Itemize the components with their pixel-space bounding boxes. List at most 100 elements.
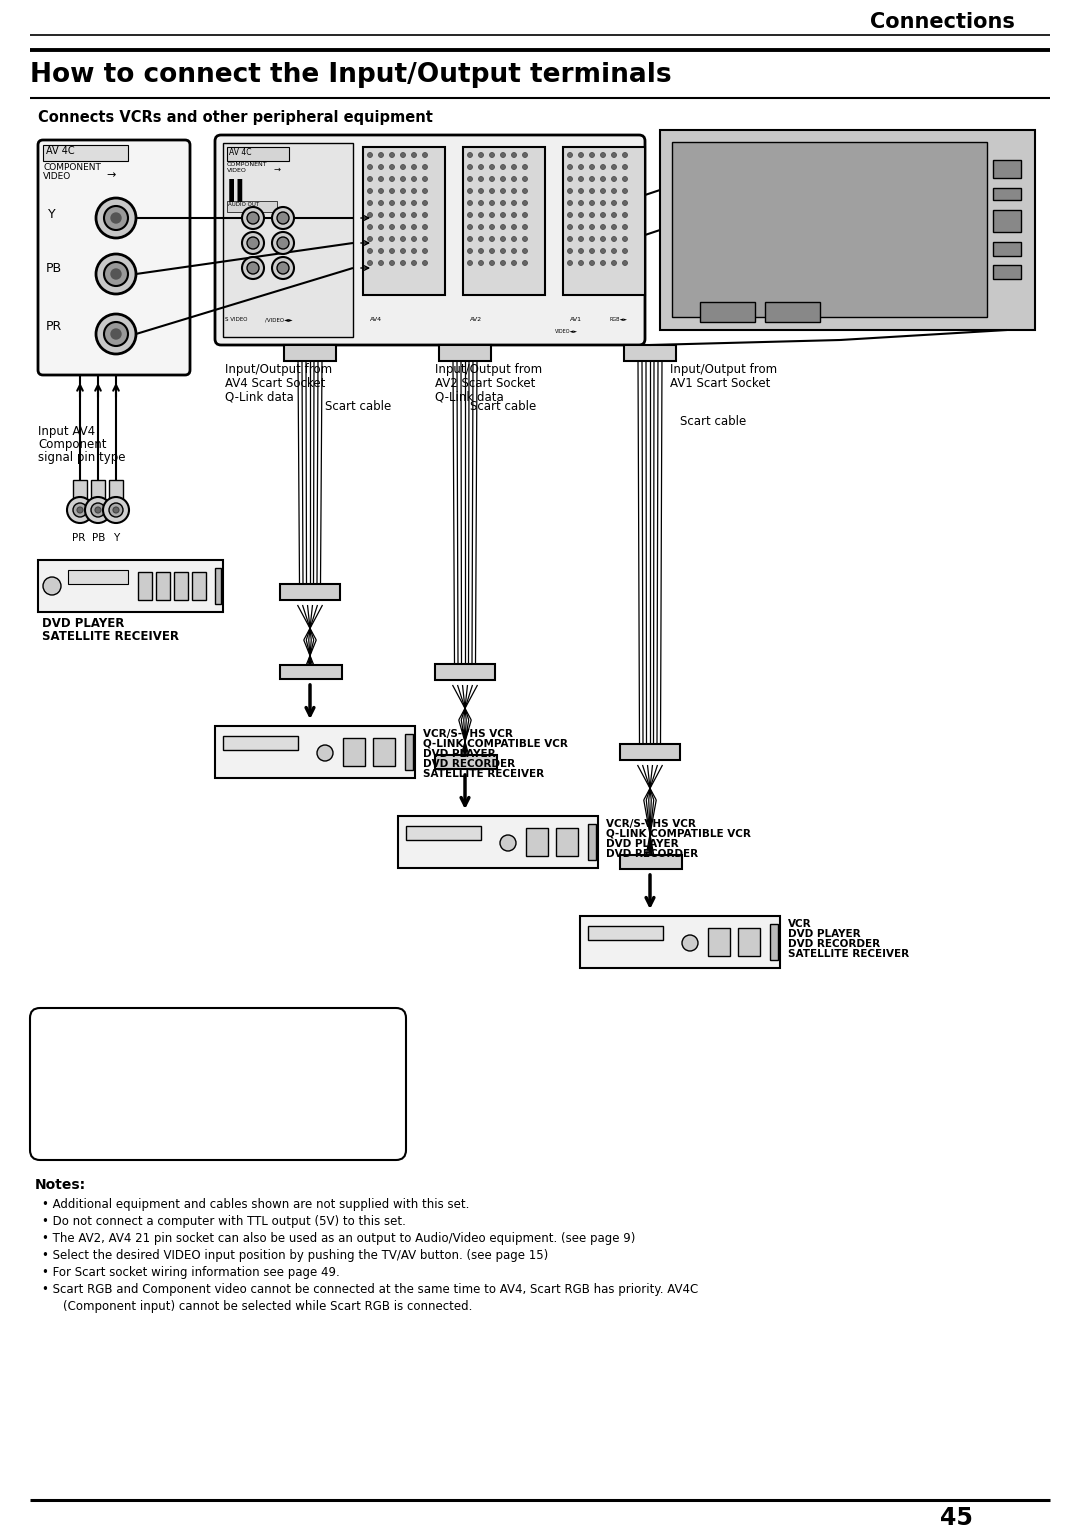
Text: SATELLITE RECEIVER: SATELLITE RECEIVER	[788, 949, 909, 960]
Circle shape	[611, 165, 617, 170]
Bar	[620, 856, 681, 869]
Circle shape	[96, 313, 136, 354]
Text: Component: Component	[38, 439, 107, 451]
Circle shape	[390, 260, 394, 266]
Circle shape	[104, 261, 129, 286]
Circle shape	[579, 212, 583, 217]
Circle shape	[242, 257, 264, 280]
Circle shape	[512, 200, 516, 205]
Circle shape	[512, 177, 516, 182]
Circle shape	[422, 260, 428, 266]
Circle shape	[512, 225, 516, 229]
Circle shape	[600, 188, 606, 194]
Bar	[993, 160, 1021, 177]
Text: AUDIO OUT: AUDIO OUT	[228, 202, 259, 206]
Circle shape	[401, 177, 405, 182]
Circle shape	[422, 249, 428, 254]
Circle shape	[390, 225, 394, 229]
Circle shape	[523, 177, 527, 182]
Circle shape	[512, 188, 516, 194]
Circle shape	[478, 177, 484, 182]
Circle shape	[579, 200, 583, 205]
Bar	[222, 736, 298, 750]
Circle shape	[272, 257, 294, 280]
Circle shape	[378, 188, 383, 194]
Text: signal pin type: signal pin type	[38, 451, 125, 465]
Circle shape	[590, 237, 594, 241]
Bar	[284, 345, 336, 361]
Bar	[660, 130, 1035, 330]
Circle shape	[401, 153, 405, 157]
Circle shape	[390, 153, 394, 157]
Circle shape	[489, 237, 495, 241]
Circle shape	[367, 237, 373, 241]
Text: S VIDEO: S VIDEO	[225, 316, 247, 322]
Bar	[280, 665, 342, 678]
Bar	[526, 828, 548, 856]
Circle shape	[422, 177, 428, 182]
Circle shape	[600, 165, 606, 170]
Bar	[556, 828, 578, 856]
Circle shape	[390, 237, 394, 241]
Circle shape	[468, 200, 473, 205]
Circle shape	[378, 177, 383, 182]
Text: Connections: Connections	[870, 12, 1015, 32]
Bar	[993, 188, 1021, 200]
Circle shape	[367, 153, 373, 157]
Text: • Do not connect a computer with TTL output (5V) to this set.: • Do not connect a computer with TTL out…	[42, 1215, 406, 1229]
Circle shape	[422, 153, 428, 157]
Circle shape	[512, 165, 516, 170]
Circle shape	[489, 212, 495, 217]
Circle shape	[567, 188, 572, 194]
Circle shape	[622, 237, 627, 241]
Circle shape	[579, 249, 583, 254]
Circle shape	[367, 249, 373, 254]
FancyBboxPatch shape	[215, 134, 645, 345]
Circle shape	[411, 165, 417, 170]
Bar	[38, 559, 222, 613]
Text: VIDEO◄►: VIDEO◄►	[555, 329, 578, 335]
Circle shape	[401, 260, 405, 266]
Circle shape	[401, 212, 405, 217]
Text: AV4 Scart Socket: AV4 Scart Socket	[225, 377, 325, 390]
Circle shape	[390, 200, 394, 205]
Text: (Component input) cannot be selected while Scart RGB is connected.: (Component input) cannot be selected whi…	[48, 1300, 472, 1313]
Circle shape	[567, 260, 572, 266]
Circle shape	[600, 260, 606, 266]
Circle shape	[378, 225, 383, 229]
Circle shape	[523, 153, 527, 157]
Text: Y: Y	[113, 533, 119, 542]
Circle shape	[611, 225, 617, 229]
Circle shape	[104, 322, 129, 345]
Bar	[620, 744, 680, 759]
Text: Q-Link data: Q-Link data	[435, 391, 503, 403]
Bar	[73, 480, 87, 503]
Circle shape	[401, 200, 405, 205]
Bar	[580, 915, 780, 969]
Circle shape	[590, 225, 594, 229]
Text: The time  it takes to stabilize will depend on the external: The time it takes to stabilize will depe…	[42, 1106, 380, 1118]
Circle shape	[378, 260, 383, 266]
Circle shape	[500, 249, 505, 254]
Text: VCR: VCR	[788, 918, 812, 929]
Circle shape	[111, 329, 121, 339]
Circle shape	[611, 200, 617, 205]
Text: DVD RECORDER: DVD RECORDER	[788, 940, 880, 949]
Circle shape	[567, 212, 572, 217]
Circle shape	[422, 165, 428, 170]
Circle shape	[579, 260, 583, 266]
Circle shape	[247, 212, 259, 225]
Text: • Scart RGB and Component video cannot be connected at the same time to AV4, Sca: • Scart RGB and Component video cannot b…	[42, 1284, 699, 1296]
Text: COMPONENT: COMPONENT	[227, 162, 268, 167]
Bar	[563, 147, 645, 295]
Text: • For Scart socket wiring information see page 49.: • For Scart socket wiring information se…	[42, 1267, 340, 1279]
Text: • The AV2, AV4 21 pin socket can also be used as an output to Audio/Video equipm: • The AV2, AV4 21 pin socket can also be…	[42, 1232, 635, 1245]
Circle shape	[500, 834, 516, 851]
Circle shape	[401, 237, 405, 241]
Circle shape	[512, 249, 516, 254]
Bar	[993, 241, 1021, 257]
Circle shape	[411, 249, 417, 254]
Circle shape	[523, 260, 527, 266]
Text: AV 4C: AV 4C	[46, 147, 75, 156]
Circle shape	[523, 249, 527, 254]
